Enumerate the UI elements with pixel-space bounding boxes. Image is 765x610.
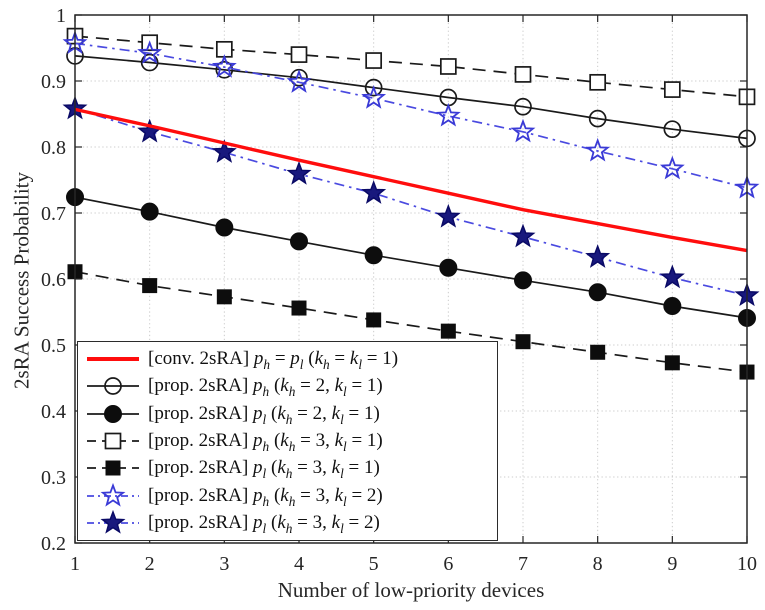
x-tick-label: 6 <box>443 553 453 575</box>
legend-line-sample <box>87 432 139 450</box>
y-tick-label: 0.7 <box>41 203 66 225</box>
x-tick-label: 3 <box>219 553 229 575</box>
legend-label: [prop. 2sRA] ph (kh = 3, kl = 2) <box>148 484 383 509</box>
y-axis-label: 2sRA Success Probability <box>9 172 34 390</box>
legend-label: [conv. 2sRA] ph = pl (kh = kl = 1) <box>148 347 399 372</box>
y-tick-label: 0.2 <box>41 533 66 555</box>
legend-label: [prop. 2sRA] ph (kh = 3, kl = 1) <box>148 429 383 454</box>
y-tick-label: 0.9 <box>41 71 66 93</box>
x-tick-label: 8 <box>593 553 603 575</box>
x-axis-label: Number of low-priority devices <box>277 578 545 602</box>
legend-item: [prop. 2sRA] ph (kh = 2, kl = 1) <box>78 372 497 399</box>
legend-label: [prop. 2sRA] pl (kh = 2, kl = 1) <box>148 402 380 427</box>
x-tick-label: 9 <box>667 553 677 575</box>
legend-item: [prop. 2sRA] ph (kh = 3, kl = 2) <box>78 482 497 509</box>
legend-line-sample <box>87 356 139 361</box>
legend-item: [prop. 2sRA] ph (kh = 3, kl = 1) <box>78 427 497 454</box>
legend-item: [prop. 2sRA] pl (kh = 2, kl = 1) <box>78 400 497 427</box>
legend-line-sample <box>87 482 139 507</box>
y-tick-label: 0.8 <box>41 137 66 159</box>
x-tick-label: 2 <box>145 553 155 575</box>
y-tick-label: 0.3 <box>41 467 66 489</box>
legend-item: [conv. 2sRA] ph = pl (kh = kl = 1) <box>78 345 497 372</box>
legend-line-sample <box>87 460 139 476</box>
legend-item: [prop. 2sRA] pl (kh = 3, kl = 2) <box>78 510 497 537</box>
legend-line-sample <box>87 510 139 534</box>
y-tick-label: 1 <box>56 5 66 27</box>
legend-label: [prop. 2sRA] pl (kh = 3, kl = 2) <box>148 512 380 537</box>
y-tick-label: 0.5 <box>41 335 66 357</box>
x-tick-label: 5 <box>369 553 379 575</box>
y-tick-label: 0.6 <box>41 269 66 291</box>
legend-line-sample <box>87 404 139 423</box>
legend-item: [prop. 2sRA] pl (kh = 3, kl = 1) <box>78 455 497 482</box>
x-tick-label: 4 <box>294 553 304 575</box>
legend-box: [conv. 2sRA] ph = pl (kh = kl = 1) [prop.… <box>77 341 498 541</box>
x-tick-label: 10 <box>737 553 757 575</box>
x-tick-label: 7 <box>518 553 528 575</box>
legend-label: [prop. 2sRA] ph (kh = 2, kl = 1) <box>148 375 383 399</box>
y-tick-label: 0.4 <box>41 401 66 423</box>
x-tick-label: 1 <box>70 553 80 575</box>
legend-line-sample <box>87 377 139 395</box>
legend-label: [prop. 2sRA] pl (kh = 3, kl = 1) <box>148 457 380 482</box>
